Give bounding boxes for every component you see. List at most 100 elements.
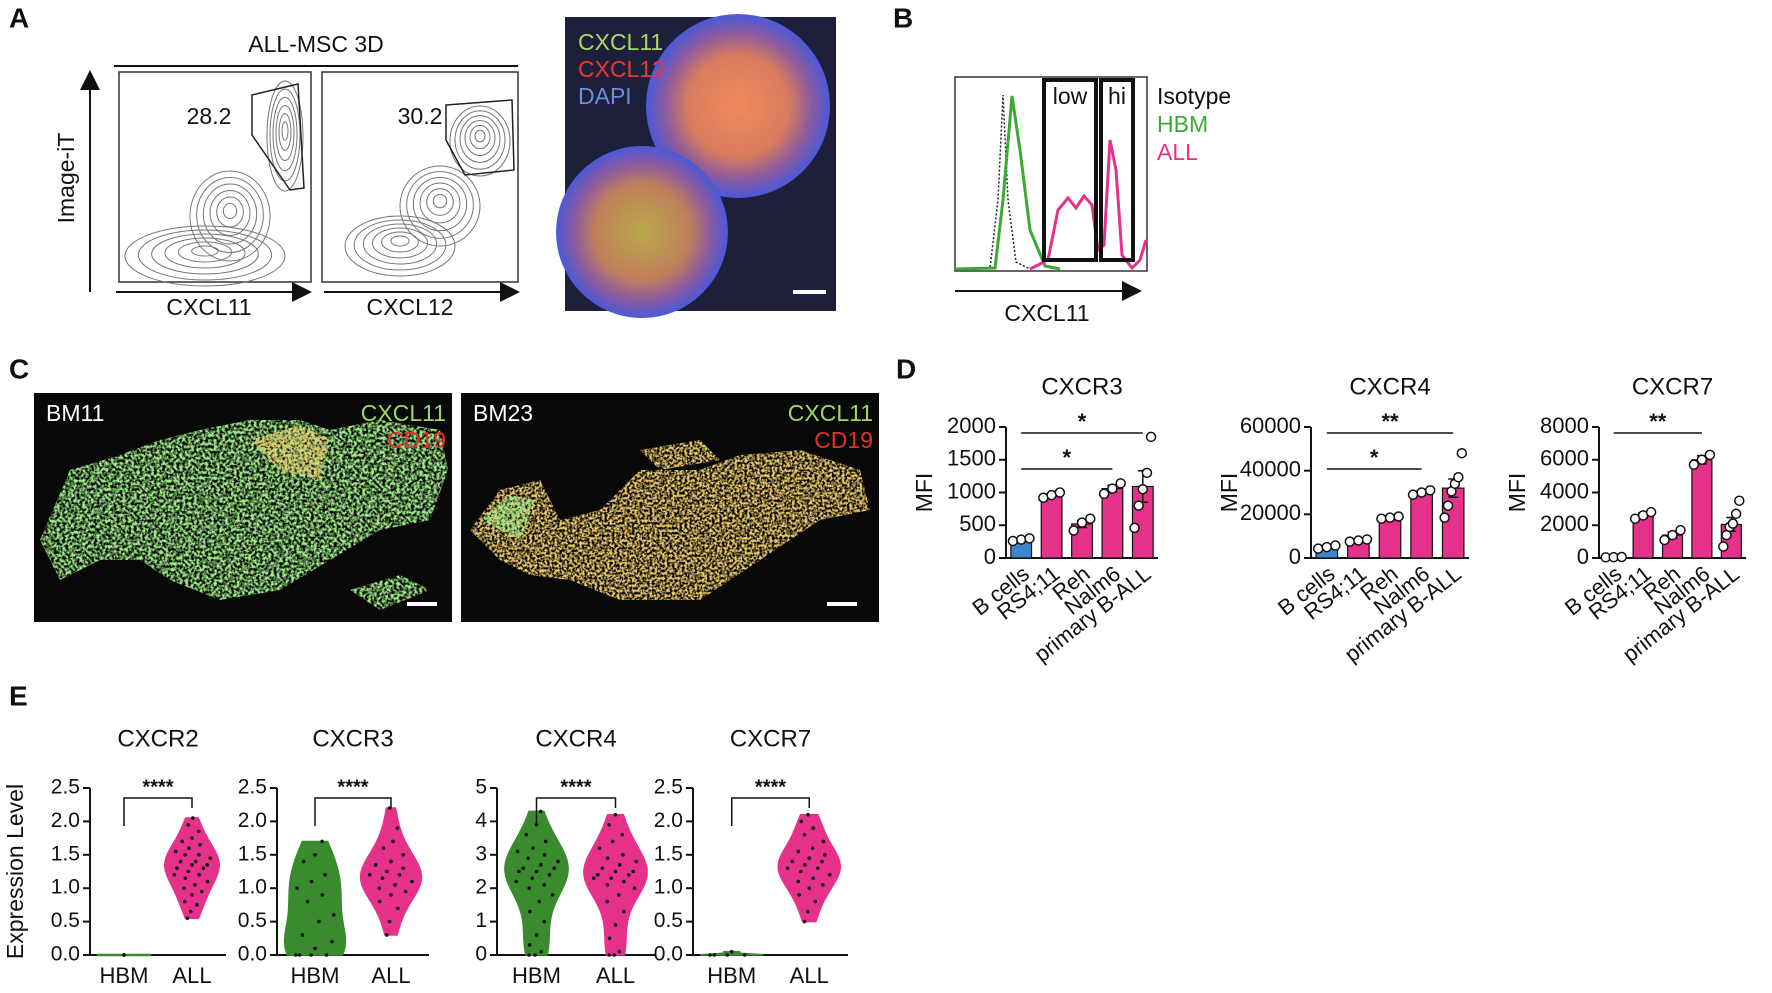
sample-label: BM11 xyxy=(46,400,104,426)
x-tick-label: HBM xyxy=(100,963,149,988)
data-point xyxy=(1718,541,1729,552)
data-point xyxy=(313,946,317,951)
gate xyxy=(445,99,515,176)
violin xyxy=(504,810,569,956)
data-point xyxy=(1076,517,1088,528)
data-point xyxy=(201,866,206,870)
data-point xyxy=(1376,513,1387,524)
data-point xyxy=(708,953,712,957)
data-point xyxy=(605,899,610,904)
y-axis-label: Expression Level xyxy=(2,784,28,959)
data-point xyxy=(193,859,198,864)
contour xyxy=(151,233,259,275)
bar xyxy=(1040,494,1063,559)
data-point xyxy=(798,869,803,874)
data-point xyxy=(539,949,544,954)
data-point xyxy=(1645,506,1657,518)
data-point xyxy=(1667,529,1678,541)
data-point xyxy=(514,879,518,884)
data-point xyxy=(592,876,596,880)
chart-title: CXCR7 xyxy=(730,725,811,752)
data-point xyxy=(823,853,827,857)
data-point xyxy=(205,863,210,867)
data-point xyxy=(1098,488,1110,500)
data-point xyxy=(515,849,520,854)
significance-bracket xyxy=(731,797,810,826)
legend-entry: ALL xyxy=(1157,139,1198,165)
y-tick-label: 2.0 xyxy=(238,809,267,832)
data-point xyxy=(175,866,179,870)
data-point xyxy=(396,906,400,911)
data-point xyxy=(1688,459,1700,470)
data-point xyxy=(186,869,191,874)
contour xyxy=(202,183,258,245)
tissue-region xyxy=(40,420,448,610)
bar xyxy=(1691,459,1713,559)
contour xyxy=(449,105,511,177)
panel-title: ALL-MSC 3D xyxy=(248,31,383,57)
data-point xyxy=(385,869,389,874)
sample-label: BM23 xyxy=(473,400,533,426)
flow-plot xyxy=(118,71,312,283)
data-point xyxy=(1330,540,1341,551)
contour xyxy=(191,245,219,257)
y-tick-label: 5 xyxy=(475,776,487,799)
data-point xyxy=(323,873,327,877)
data-point xyxy=(332,913,336,917)
data-point xyxy=(1141,467,1153,479)
data-point xyxy=(305,899,310,904)
bar xyxy=(1410,491,1433,559)
y-tick-label: 0 xyxy=(1577,544,1589,569)
data-point xyxy=(597,846,602,850)
significance-label: ** xyxy=(1649,409,1667,434)
data-point xyxy=(785,866,790,870)
data-point xyxy=(186,822,190,827)
data-point xyxy=(527,953,531,957)
y-tick-label: 0.0 xyxy=(51,943,80,966)
y-tick-label: 2.0 xyxy=(51,809,80,832)
chart-title: CXCR4 xyxy=(535,725,616,752)
data-point xyxy=(813,899,818,904)
data-point xyxy=(797,893,801,897)
data-point xyxy=(187,846,191,850)
x-tick-label: HBM xyxy=(707,963,756,988)
significance-label: **** xyxy=(337,776,368,798)
data-point xyxy=(387,919,392,924)
data-point xyxy=(527,886,531,890)
contour xyxy=(399,165,481,247)
data-point xyxy=(605,856,610,860)
significance-bracket xyxy=(314,797,392,826)
contour xyxy=(459,115,501,163)
data-point xyxy=(820,883,825,887)
data-point xyxy=(380,876,385,880)
data-point xyxy=(547,873,552,877)
stain-label: CD19 xyxy=(387,427,446,453)
data-point xyxy=(1453,471,1464,483)
data-point xyxy=(1734,495,1745,506)
data-point xyxy=(806,909,810,914)
contour xyxy=(390,235,410,247)
data-point xyxy=(607,822,611,827)
data-point xyxy=(542,853,547,857)
data-point xyxy=(1107,483,1118,494)
data-point xyxy=(542,883,547,887)
chart: CXCR7 0.0 0.5 1.0 1.5 2.0 2.5 HBM ALL **** xyxy=(654,725,848,988)
data-point xyxy=(1115,478,1126,489)
contour xyxy=(278,113,292,151)
violin xyxy=(583,813,648,956)
data-point xyxy=(531,846,535,850)
data-point xyxy=(631,869,636,874)
data-point xyxy=(617,949,622,954)
data-point xyxy=(596,873,600,877)
y-tick-label: 8000 xyxy=(1540,413,1589,438)
contour xyxy=(216,196,244,228)
legend-entry: Isotype xyxy=(1157,83,1231,109)
y-tick-label: 20000 xyxy=(1240,500,1301,525)
data-point xyxy=(183,853,187,857)
significance-label: * xyxy=(1370,445,1379,470)
data-point xyxy=(1361,534,1373,545)
data-point xyxy=(613,869,618,874)
data-point xyxy=(556,859,560,864)
